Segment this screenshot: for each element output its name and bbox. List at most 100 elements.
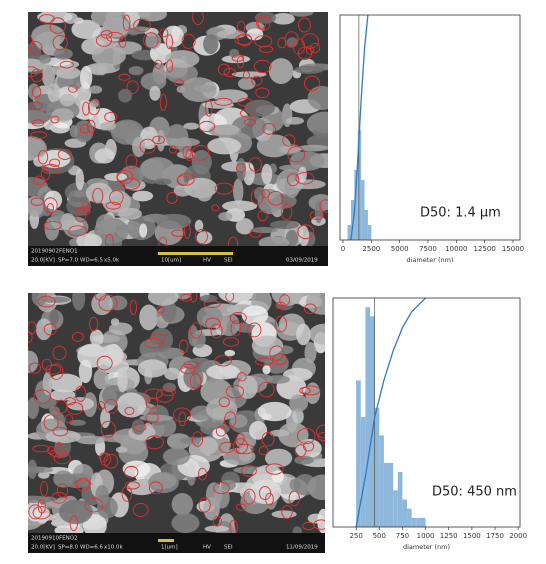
particle-outline bbox=[253, 59, 272, 74]
particle-outline bbox=[281, 505, 293, 520]
particle bbox=[283, 367, 313, 382]
particle-outline bbox=[185, 149, 194, 162]
particle-outline bbox=[262, 122, 276, 135]
image-info: SP=7.0 bbox=[58, 258, 79, 264]
particle-outline bbox=[28, 362, 41, 374]
particle bbox=[212, 89, 248, 103]
particle bbox=[108, 322, 133, 336]
particle-outline bbox=[303, 75, 321, 92]
particle bbox=[265, 448, 293, 468]
particle bbox=[139, 223, 148, 238]
particle-outline bbox=[28, 41, 43, 54]
particle-outline bbox=[79, 123, 90, 134]
particle-outline bbox=[121, 178, 141, 190]
particle-outline bbox=[288, 490, 300, 507]
particle-outline bbox=[37, 499, 46, 514]
particle bbox=[45, 430, 81, 444]
particle bbox=[75, 435, 106, 445]
histogram-bar bbox=[361, 180, 365, 240]
particle bbox=[207, 137, 242, 155]
particle-outline bbox=[224, 411, 237, 428]
histogram-bar bbox=[365, 307, 371, 527]
particle bbox=[90, 12, 123, 27]
particle-outline bbox=[242, 70, 250, 80]
particle bbox=[317, 508, 325, 533]
particle bbox=[162, 25, 184, 48]
particle bbox=[222, 200, 258, 212]
particle-outline bbox=[156, 306, 165, 314]
annotation: D50: 1.4 μm bbox=[420, 206, 501, 221]
particle-outline bbox=[32, 444, 50, 453]
particle bbox=[246, 28, 264, 41]
particle bbox=[235, 218, 254, 235]
particle bbox=[139, 414, 174, 422]
particle-outline bbox=[281, 203, 293, 221]
particle bbox=[289, 12, 314, 17]
particle-outline bbox=[118, 36, 127, 48]
particle-outline bbox=[97, 400, 106, 411]
particle bbox=[28, 101, 52, 125]
particle bbox=[196, 231, 213, 245]
particle bbox=[307, 474, 325, 501]
particle-outline bbox=[256, 14, 267, 30]
particle bbox=[241, 305, 269, 325]
particle-outline bbox=[178, 339, 189, 354]
histogram-bar bbox=[350, 200, 355, 240]
particle-outline bbox=[37, 149, 49, 165]
image-info: 03/09/2019 bbox=[286, 258, 318, 264]
particle bbox=[294, 65, 324, 74]
particle bbox=[244, 99, 275, 117]
particle-outline bbox=[181, 33, 196, 49]
particle-outline bbox=[211, 204, 220, 212]
particle-outline bbox=[57, 149, 73, 160]
particle bbox=[127, 26, 140, 36]
particle bbox=[119, 165, 144, 188]
particle-outline bbox=[92, 187, 104, 205]
particle bbox=[292, 408, 304, 425]
particle bbox=[304, 342, 317, 364]
particle bbox=[37, 12, 73, 24]
particle bbox=[91, 45, 126, 67]
particle-outline bbox=[159, 28, 169, 38]
particle-outline bbox=[225, 293, 235, 302]
particle-outline bbox=[98, 294, 118, 312]
particle bbox=[155, 213, 192, 230]
particle bbox=[237, 77, 256, 90]
particle-outline bbox=[295, 172, 315, 185]
particle-outline bbox=[309, 42, 321, 53]
particle-outline bbox=[152, 135, 165, 145]
particle bbox=[206, 482, 223, 507]
particle-outline bbox=[279, 294, 291, 306]
particle-outline bbox=[52, 35, 68, 51]
particle-outline bbox=[52, 426, 68, 437]
particle bbox=[251, 227, 278, 234]
particle-outline bbox=[237, 97, 253, 107]
particle-outline bbox=[33, 389, 52, 405]
particle-outline bbox=[297, 224, 314, 240]
particle-outline bbox=[197, 467, 207, 481]
plot-area bbox=[347, 15, 372, 240]
particle bbox=[39, 54, 52, 64]
particle-outline bbox=[46, 203, 54, 214]
particle-outline bbox=[124, 481, 140, 490]
particle-outline bbox=[133, 18, 151, 33]
particle bbox=[56, 66, 81, 79]
axes-frame bbox=[332, 297, 521, 528]
particle bbox=[249, 421, 268, 440]
particle bbox=[198, 437, 218, 455]
particle-outline bbox=[236, 433, 245, 445]
particle bbox=[289, 394, 309, 412]
particle bbox=[149, 85, 161, 101]
particle-outline bbox=[174, 79, 185, 87]
particle-outline bbox=[158, 236, 168, 246]
particle-outline bbox=[303, 441, 315, 452]
particle-outline bbox=[69, 515, 78, 532]
particle-outline bbox=[213, 482, 230, 495]
x-tick-label: 1000 bbox=[417, 532, 435, 540]
particle bbox=[74, 191, 85, 198]
particle-outline bbox=[41, 358, 52, 371]
particle bbox=[298, 166, 307, 183]
particle bbox=[91, 293, 113, 316]
particle bbox=[140, 157, 176, 181]
